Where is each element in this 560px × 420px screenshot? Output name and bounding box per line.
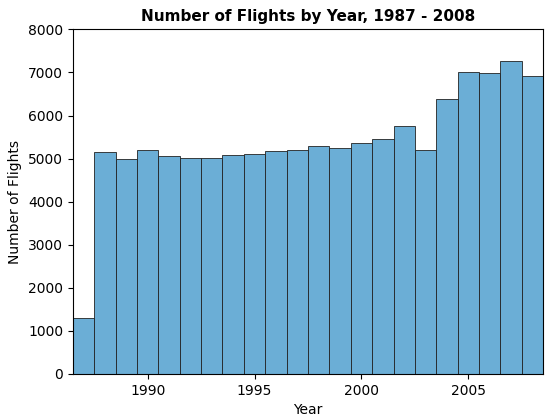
Bar <box>394 126 415 374</box>
Bar <box>265 151 287 374</box>
Bar <box>94 152 115 374</box>
Bar <box>244 154 265 374</box>
Bar <box>522 76 543 374</box>
Bar <box>201 158 222 374</box>
Y-axis label: Number of Flights: Number of Flights <box>8 139 22 264</box>
Bar <box>458 72 479 374</box>
Bar <box>222 155 244 374</box>
Bar <box>329 148 351 374</box>
Bar <box>415 150 436 374</box>
Bar <box>436 99 458 374</box>
Bar <box>180 158 201 374</box>
Bar <box>137 150 158 374</box>
Bar <box>479 74 501 374</box>
Bar <box>351 143 372 374</box>
Bar <box>115 160 137 374</box>
Title: Number of Flights by Year, 1987 - 2008: Number of Flights by Year, 1987 - 2008 <box>141 9 475 24</box>
Bar <box>501 61 522 374</box>
X-axis label: Year: Year <box>293 403 323 417</box>
Bar <box>73 318 94 374</box>
Bar <box>287 150 308 374</box>
Bar <box>158 156 180 374</box>
Bar <box>308 146 329 374</box>
Bar <box>372 139 394 374</box>
